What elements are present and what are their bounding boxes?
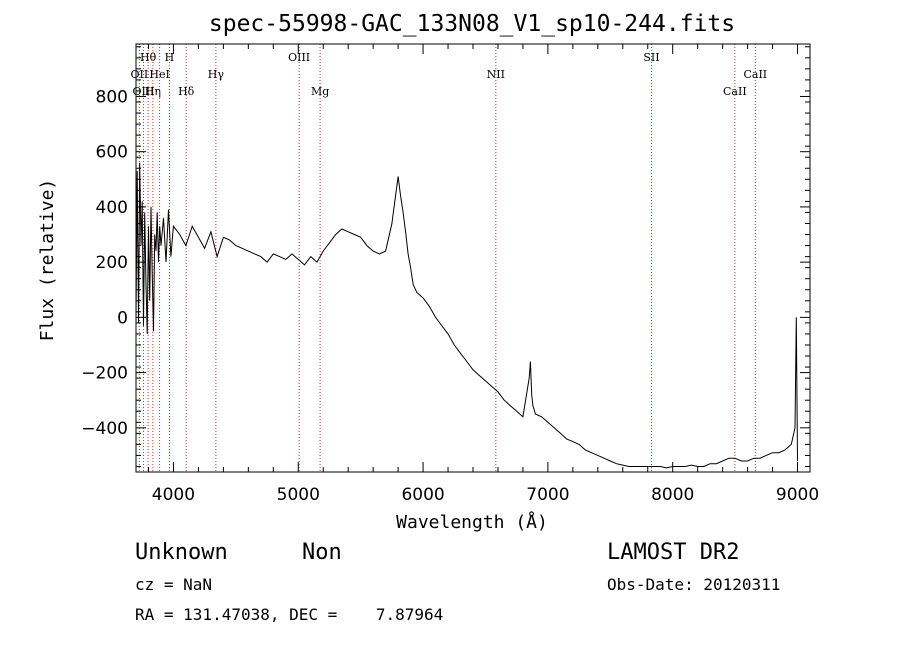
y-axis-label: Flux (relative) [37, 179, 58, 342]
spectral-line-label: Mg [311, 85, 329, 98]
spectral-line-label: CaII [723, 85, 747, 98]
spectral-line-label: OIII [288, 51, 310, 64]
spectral-line-label: OIII [132, 85, 154, 98]
y-tick-label: −400 [81, 419, 128, 439]
x-tick-label: 8000 [651, 485, 694, 505]
x-tick-label: 5000 [277, 485, 320, 505]
spectral-line-label: OII [131, 68, 149, 81]
x-axis-label: Wavelength (Å) [396, 511, 548, 533]
spectral-line-label: CaII [743, 68, 767, 81]
x-tick-label: 7000 [526, 485, 569, 505]
object-class: Unknown [135, 540, 228, 565]
x-tick-label: 4000 [152, 485, 195, 505]
spectral-line-label: Hθ [140, 51, 157, 64]
axes: 4000 5000 6000 7000 8000 9000 −400 −200 0 200 400 6… [81, 43, 819, 505]
observation-date: Obs-Date: 20120311 [607, 575, 780, 594]
object-subclass: Non [302, 540, 342, 565]
spectral-line-label: SII [643, 51, 659, 64]
redshift-cz: cz = NaN [135, 575, 212, 594]
spectral-line-label: Hη [145, 85, 161, 98]
y-tick-label: 400 [96, 198, 128, 218]
spectral-line-label: NII [487, 68, 505, 81]
y-tick-label: 800 [96, 87, 128, 107]
spectral-line-label: HeI [149, 68, 169, 81]
y-tick-label: 200 [96, 253, 128, 273]
x-tick-label: 9000 [776, 485, 819, 505]
y-tick-label: 600 [96, 143, 128, 163]
x-tick-label: 6000 [401, 485, 444, 505]
spectral-line-label: Hγ [208, 68, 225, 81]
y-tick-label: 0 [117, 308, 128, 328]
coordinates: RA = 131.47038, DEC = 7.87964 [135, 605, 443, 624]
chart-title: spec-55998-GAC_133N08_V1_sp10-244.fits [209, 11, 735, 37]
spectrum-series-line [135, 162, 798, 469]
plot-frame [135, 43, 811, 473]
spectral-line-label: H [165, 51, 175, 64]
emission-line-markers: OII OIII Hθ Hη HeI H Hδ Hγ OIII Mg NII SII CaII CaII [131, 44, 767, 472]
y-tick-label: −200 [81, 364, 128, 384]
survey-name: LAMOST DR2 [607, 540, 739, 565]
spectral-line-label: Hδ [178, 85, 195, 98]
